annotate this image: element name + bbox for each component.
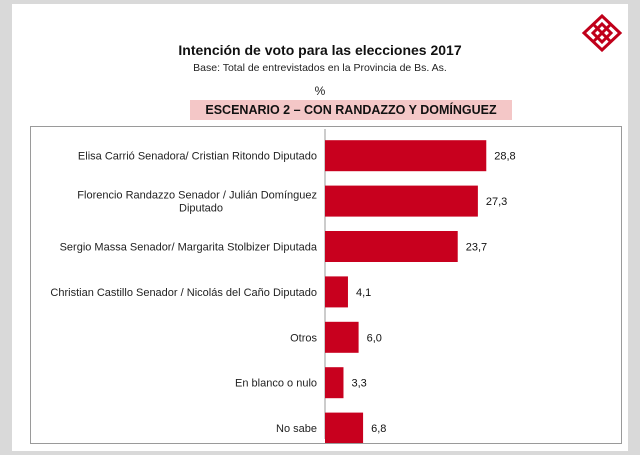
chart-title: Intención de voto para las elecciones 20… [178,42,462,58]
bar [325,276,348,308]
bar [325,231,458,262]
value-label: 23,7 [466,242,487,254]
bar [325,185,478,217]
scenario-banner: ESCENARIO 2 – CON RANDAZZO Y DOMÍNGUEZ [190,100,512,120]
category-label: Florencio Randazzo Senador / Julián Domí… [77,190,317,215]
category-label: Otros [290,332,317,344]
bar-chart: Elisa Carrió Senadora/ Cristian Ritondo … [50,129,516,443]
value-label: 28,8 [494,151,515,163]
value-label: 4,1 [356,287,371,299]
chart-area: Elisa Carrió Senadora/ Cristian Ritondo … [30,126,622,444]
value-label: 6,8 [371,423,386,435]
value-label: 3,3 [351,378,366,390]
category-label: En blanco o nulo [235,378,317,390]
value-label: 27,3 [486,196,507,208]
bar [325,412,364,443]
category-label: No sabe [276,423,317,435]
value-label: 6,0 [367,332,382,344]
unit-label: % [314,84,326,98]
bar [325,367,344,399]
bar [325,321,359,353]
category-label: Christian Castillo Senador / Nicolás del… [50,287,317,299]
category-label: Sergio Massa Senador/ Margarita Stolbize… [60,242,318,254]
category-label: Elisa Carrió Senadora/ Cristian Ritondo … [78,151,317,163]
diamond-logo-icon [581,14,623,52]
bar [325,140,487,172]
chart-subtitle: Base: Total de entrevistados en la Provi… [193,62,447,74]
